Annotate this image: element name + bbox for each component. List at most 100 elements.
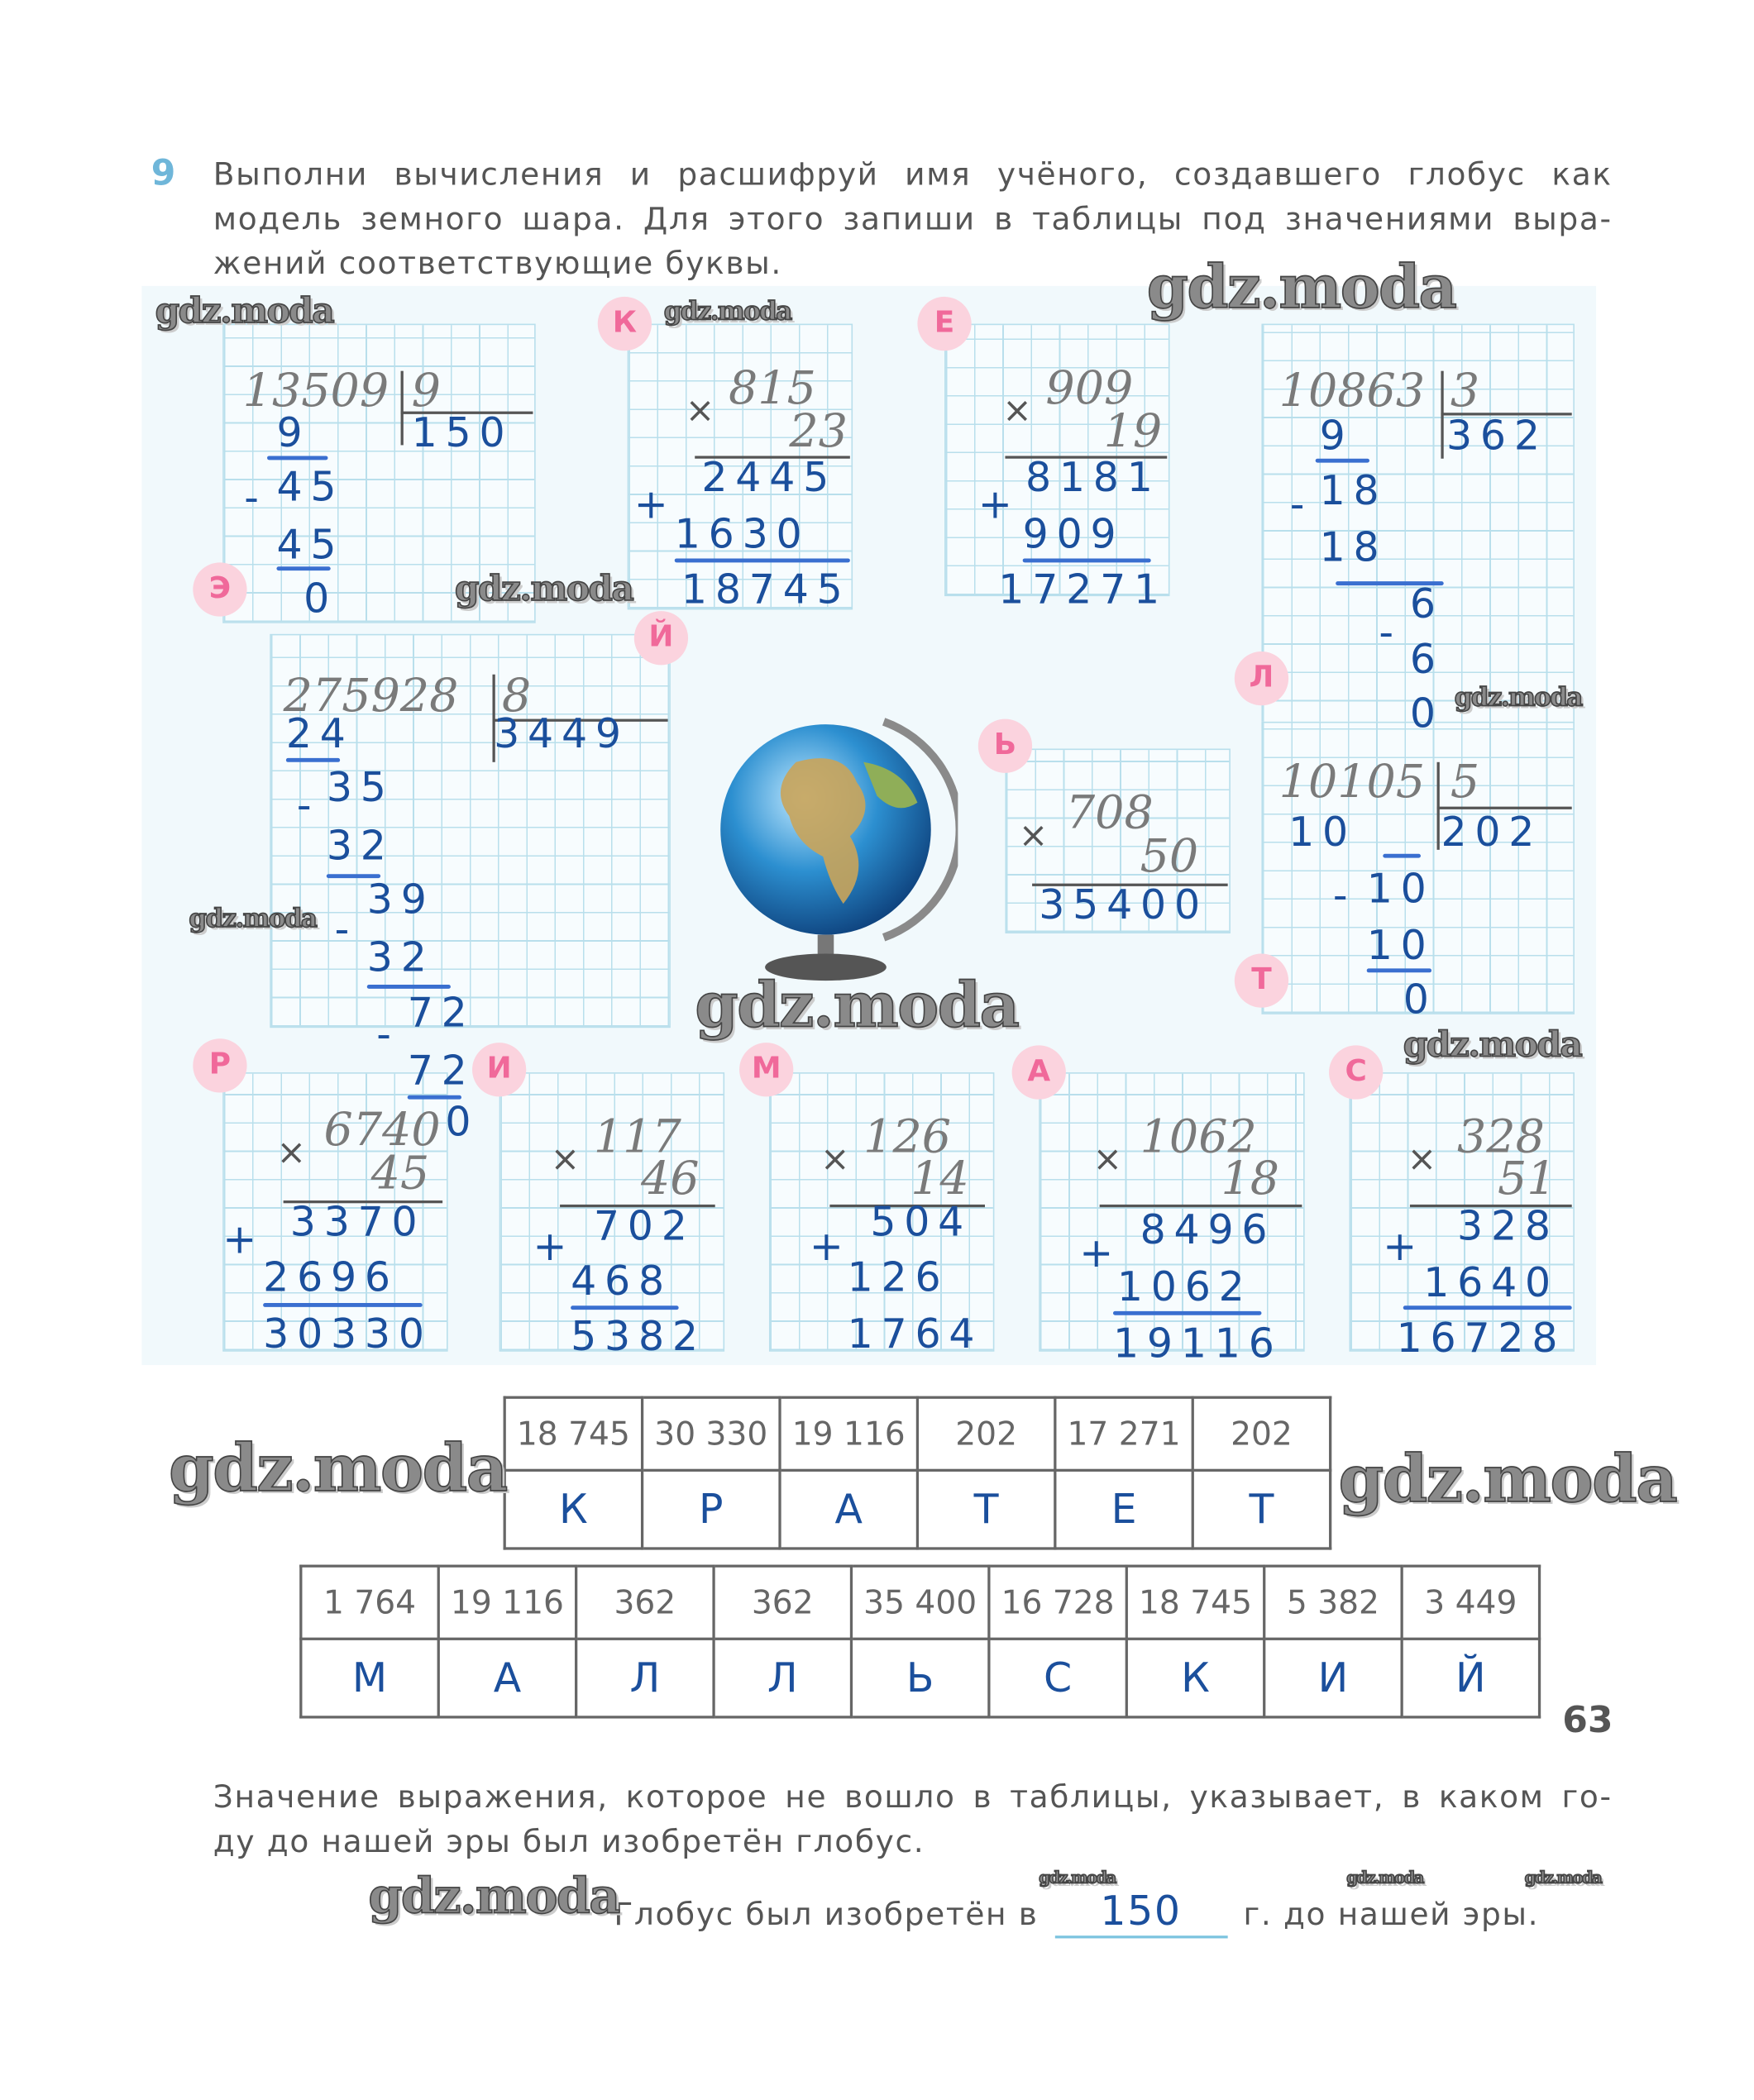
computation-step: 1062 [1140,1110,1257,1164]
table-letter-cell[interactable]: Й [1400,1637,1541,1719]
computation-step: 504 [870,1199,973,1247]
computation-step: 1764 [847,1310,983,1358]
conclusion-text: Значение выражения, которое не вошло в т… [213,1777,1613,1866]
instruction-line: жений соответствующие буквы. [213,246,782,282]
computation-step: 6 [1409,581,1444,629]
table-letter-cell[interactable]: Т [915,1468,1057,1550]
answer-table-top: 18 745 30 330 19 116 202 17 271 202 К Р А Т Е Т [503,1396,1332,1550]
watermark: gdz.moda [155,291,336,332]
computation-step: 6740 [323,1103,441,1157]
watermark: gdz.moda [189,904,318,933]
result-line [695,456,850,459]
table-letter-cell[interactable]: Е [1054,1468,1194,1550]
answer-field[interactable]: 150 [1054,1888,1227,1939]
computation-step: 0 [1409,690,1444,738]
table-letter-cell[interactable]: Р [640,1468,781,1550]
computation-grid [499,1072,725,1352]
computation-step: 18 [1319,468,1388,516]
conclusion-line: Значение выражения, которое не вошло в т… [213,1780,1613,1816]
table-letter-cell[interactable]: А [778,1468,920,1550]
computation-step: 46 [640,1152,700,1206]
answer-suffix: г. до нашей эры. [1243,1897,1540,1933]
computation-step: × [1407,1139,1437,1181]
letter-badge: Л [1234,651,1289,706]
watermark: gdz.moda [1038,1868,1117,1888]
result-line [1409,1204,1572,1208]
underline-stroke [1403,1305,1572,1310]
computation-step: 8 [501,669,532,723]
table-letter-cell[interactable]: М [299,1637,440,1719]
underline-stroke [1112,1310,1262,1315]
underline-stroke [326,874,381,879]
letter-badge: Ь [977,718,1033,773]
computation-step: 19 [1103,404,1163,459]
table-letter-cell[interactable]: Л [712,1637,853,1719]
computation-step: 9 [411,364,441,418]
computation-step: 6 [1409,637,1444,685]
computation-grid [222,323,536,623]
table-letter-cell[interactable]: Л [575,1637,715,1719]
computation-step: 9 [276,409,311,458]
computation-step: 1630 [674,511,810,559]
computation-grid [768,1072,995,1352]
computation-step: 8496 [1140,1207,1276,1255]
table-letter-cell[interactable]: И [1263,1637,1403,1719]
globe-icon [720,718,958,981]
table-value-cell: 18 745 [503,1396,644,1472]
computation-step: 9 [1319,413,1354,461]
watermark: gdz.moda [368,1868,622,1926]
computation-step: + [533,1223,576,1271]
computation-step: 909 [1022,511,1125,559]
watermark: gdz.moda [1345,1868,1425,1888]
table-letter-cell[interactable]: К [1125,1637,1266,1719]
computation-step: 362 [1446,413,1548,461]
watermark: gdz.moda [1524,1868,1603,1888]
underline-stroke [285,757,341,762]
computation-step: 126 [847,1254,949,1302]
computation-step: + [809,1223,852,1271]
computation-step: + [1079,1229,1122,1278]
watermark: gdz.moda [1454,682,1584,713]
table-letter-cell[interactable]: С [987,1637,1128,1719]
computation-step: 2696 [263,1254,399,1302]
computation-step: - [296,782,320,830]
computation-step: 702 [593,1203,695,1251]
table-letter-cell[interactable]: А [437,1637,578,1719]
computation-grid [1261,323,1575,732]
watermark: gdz.moda [1403,1024,1584,1066]
computation-step: 708 [1065,786,1154,841]
letter-badge: Й [633,611,689,666]
letter-badge: К [597,296,652,351]
underline-stroke [366,984,451,989]
underline-stroke [571,1305,679,1310]
computation-step: 72 [407,1048,476,1095]
computation-step: 0 [1403,976,1437,1024]
computation-step: 30330 [263,1310,433,1358]
computation-step: 3370 [289,1199,426,1247]
computation-step: 13509 [242,364,390,418]
watermark: gdz.moda [168,1431,509,1507]
computation-step: 51 [1497,1152,1556,1206]
computation-grid [944,323,1170,597]
table-value-cell: 19 116 [437,1564,578,1640]
underline-stroke [1022,558,1151,563]
computation-step: 72 [407,990,476,1038]
computation-step: 3449 [494,710,629,758]
watermark: gdz.moda [1338,1442,1679,1518]
result-line [1436,806,1572,809]
computation-step: × [685,391,715,432]
computation-step: 18 [1319,524,1388,572]
letter-badge: Е [917,296,972,351]
computation-step: 275928 [283,669,459,723]
computation-step: 16728 [1396,1315,1566,1363]
table-letter-cell[interactable]: К [503,1468,644,1550]
table-value-cell: 1 764 [299,1564,440,1640]
result-line [283,1200,443,1204]
table-letter-cell[interactable]: Ь [849,1637,991,1719]
computation-step: 18 [1221,1152,1280,1206]
table-letter-cell[interactable]: Т [1191,1468,1332,1550]
table-value-cell: 30 330 [640,1396,781,1472]
watermark: gdz.moda [694,968,1020,1042]
computation-step: 18745 [681,566,851,614]
